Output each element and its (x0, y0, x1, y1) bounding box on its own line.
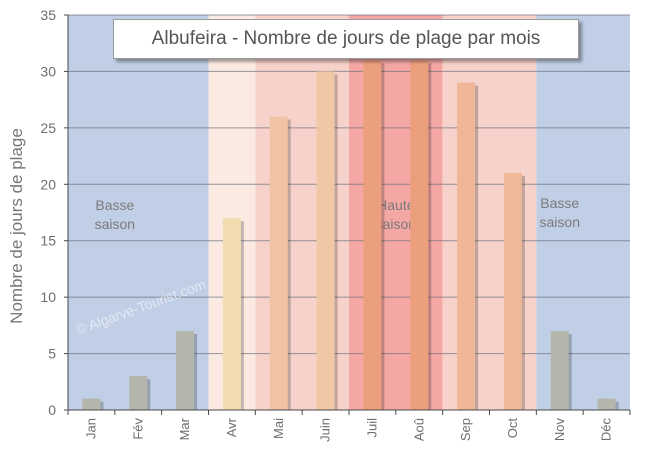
bars (82, 60, 619, 411)
x-tick-label: Aoû (411, 418, 426, 441)
bar-Déc (597, 398, 619, 410)
bar-Fév (129, 376, 151, 410)
bar-fill (82, 398, 101, 410)
bar-fill (457, 82, 476, 410)
x-tick-label: Déc (599, 418, 614, 442)
y-tick-label: 25 (40, 120, 56, 136)
bar-Jan (82, 398, 104, 410)
x-tick-labels: Jan Fév Mar Avr Mai Juin Juil Aoû Sep Oct Nov Déc (83, 417, 613, 442)
season-bands (68, 15, 630, 410)
season-annotation-1-line-1: saison (376, 216, 416, 232)
x-tick-label: Juin (318, 418, 333, 442)
x-tick-label: Oct (505, 418, 520, 439)
season-annotation-0-line-1: saison (95, 216, 135, 232)
gridlines (68, 14, 630, 355)
bar-fill (129, 376, 148, 410)
y-tick-label: 5 (48, 346, 56, 362)
chart-title: Albufeira - Nombre de jours de plage par… (151, 28, 541, 49)
y-tick-label: 10 (40, 289, 56, 305)
x-tick-label: Nov (552, 418, 567, 442)
bar-fill (176, 331, 195, 410)
season-annotation-2-line-0: Basse (540, 195, 579, 211)
x-tick-label: Juil (364, 418, 379, 438)
bar-fill (316, 71, 335, 410)
season-annotation-0-line-0: Basse (95, 197, 134, 213)
y-axis-label: Nombre de jours de plage (7, 128, 26, 324)
season-annotations: Basse saison Haute saison Basse saison (95, 195, 580, 232)
bar-fill (363, 60, 382, 411)
bar-Aoû (410, 60, 432, 411)
season-annotation-2-line-1: saison (540, 214, 580, 230)
axes (64, 14, 631, 415)
season-annotation-1-line-0: Haute (377, 197, 415, 213)
bar-fill (597, 398, 616, 410)
y-tick-label: 35 (40, 7, 56, 23)
bar-Avr (222, 218, 244, 410)
bar-fill (503, 173, 522, 410)
y-tick-label: 20 (40, 176, 56, 192)
bar-Nov (550, 331, 572, 410)
season-band-5 (536, 15, 630, 410)
y-tick-labels: 0 5 10 15 20 25 30 35 (40, 7, 56, 418)
x-tick-label: Sep (458, 418, 473, 441)
x-tick-label: Avr (224, 417, 239, 437)
x-tick-label: Fév (130, 418, 145, 440)
bar-Juil (363, 60, 385, 411)
bar-Juin (316, 71, 338, 410)
bar-fill (410, 60, 429, 411)
chart-title-box: Albufeira - Nombre de jours de plage par… (113, 19, 579, 59)
x-tick-label: Mai (271, 418, 286, 439)
bar-fill (550, 331, 569, 410)
bar-Mai (269, 116, 291, 411)
bar-Sep (457, 82, 479, 410)
x-tick-label: Mar (177, 417, 192, 440)
bar-fill (269, 116, 288, 411)
y-tick-label: 15 (40, 233, 56, 249)
bar-fill (222, 218, 241, 410)
bar-Mar (176, 331, 198, 410)
y-tick-label: 0 (48, 402, 56, 418)
x-tick-label: Jan (83, 418, 98, 439)
bar-Oct (503, 173, 525, 410)
y-tick-label: 30 (40, 63, 56, 79)
